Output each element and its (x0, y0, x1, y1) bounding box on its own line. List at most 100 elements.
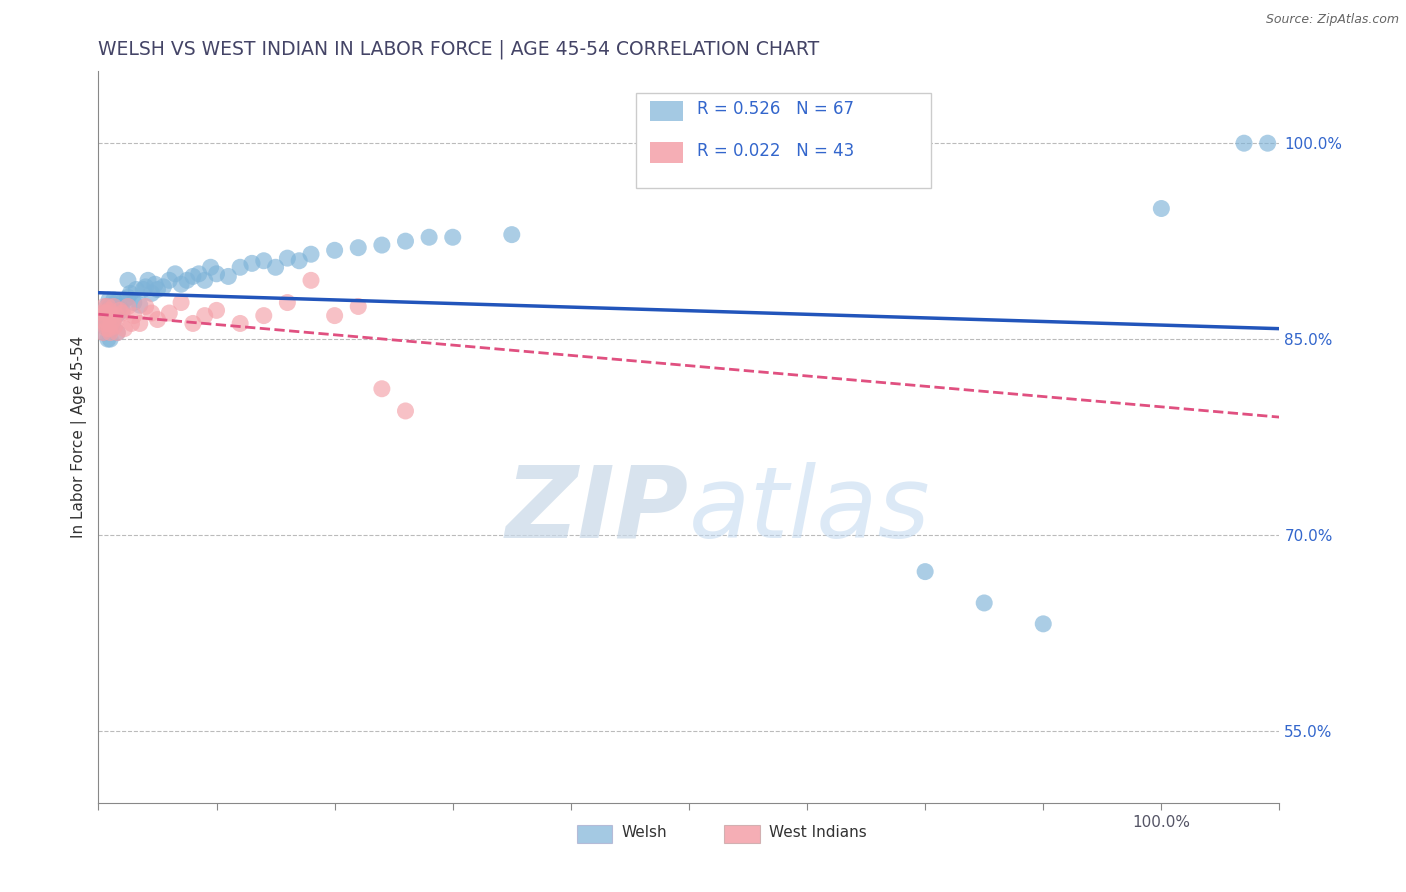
Point (98, 321, 121, 335)
Point (146, 283, 169, 297)
Point (276, 251, 298, 265)
Point (347, 241, 370, 255)
Point (152, 280, 174, 294)
Point (93, 312, 115, 326)
Point (96, 300, 118, 314)
Point (97, 317, 120, 331)
Point (914, 565, 936, 579)
Point (187, 267, 209, 281)
FancyBboxPatch shape (636, 94, 931, 188)
Point (96, 312, 118, 326)
Point (94, 306, 117, 320)
Point (111, 303, 134, 318)
Point (98, 303, 121, 318)
Point (371, 238, 394, 252)
Point (122, 295, 145, 310)
Point (112, 321, 135, 335)
Point (98, 300, 121, 314)
Point (97, 312, 120, 326)
Point (141, 286, 163, 301)
Point (253, 253, 276, 268)
Point (146, 312, 169, 326)
Point (98, 293, 121, 307)
Point (103, 293, 125, 307)
Point (128, 317, 150, 331)
Point (240, 256, 263, 270)
Point (394, 404, 416, 418)
Point (93, 300, 115, 314)
Point (100, 321, 122, 335)
Y-axis label: In Labor Force | Age 45-54: In Labor Force | Age 45-54 (72, 336, 87, 538)
Bar (650, 143, 683, 163)
Point (288, 253, 311, 268)
Point (128, 298, 150, 312)
Point (194, 273, 217, 287)
Point (121, 317, 143, 331)
Point (229, 317, 252, 331)
Point (104, 300, 127, 314)
Point (97, 300, 120, 314)
Point (93, 306, 115, 320)
Point (103, 306, 125, 320)
Point (181, 269, 204, 284)
Point (176, 273, 198, 287)
Point (98, 309, 121, 323)
Point (371, 382, 394, 396)
Point (143, 277, 166, 292)
Point (501, 227, 523, 242)
Point (117, 300, 139, 314)
Point (108, 300, 131, 314)
Point (135, 280, 157, 294)
Point (973, 596, 995, 610)
Point (1150, 202, 1173, 216)
Point (105, 295, 128, 310)
Point (276, 295, 298, 310)
Point (93, 319, 115, 334)
Point (98, 332, 121, 346)
Point (122, 309, 145, 323)
Text: Source: ZipAtlas.com: Source: ZipAtlas.com (1265, 13, 1399, 27)
Text: WELSH VS WEST INDIAN IN LABOR FORCE | AGE 45-54 CORRELATION CHART: WELSH VS WEST INDIAN IN LABOR FORCE | AG… (98, 39, 820, 59)
Point (229, 260, 252, 275)
Point (1257, 136, 1279, 151)
Point (97, 332, 120, 346)
Point (170, 277, 193, 292)
Point (205, 303, 228, 318)
Point (111, 306, 134, 320)
Point (253, 309, 276, 323)
Text: West Indians: West Indians (769, 824, 868, 839)
Point (105, 309, 128, 323)
Point (299, 247, 322, 261)
Point (264, 260, 287, 275)
Text: R = 0.526   N = 67: R = 0.526 N = 67 (697, 101, 855, 119)
Text: ZIP: ZIP (506, 462, 689, 558)
Point (105, 309, 128, 323)
Point (91, 306, 114, 320)
Point (165, 267, 187, 281)
Point (98, 326, 121, 340)
Point (108, 303, 131, 318)
Point (117, 273, 139, 287)
Point (117, 290, 139, 304)
Bar (576, 825, 612, 843)
Point (101, 317, 124, 331)
Point (120, 286, 142, 301)
Point (418, 230, 440, 244)
Point (1032, 616, 1054, 631)
Point (125, 283, 148, 297)
Bar (724, 825, 759, 843)
Text: atlas: atlas (689, 462, 931, 558)
Point (103, 300, 125, 314)
Point (96, 306, 118, 320)
Point (217, 269, 239, 284)
Point (105, 326, 128, 340)
Point (105, 326, 128, 340)
Point (205, 267, 228, 281)
Text: R = 0.022   N = 43: R = 0.022 N = 43 (697, 142, 855, 160)
Point (1233, 136, 1256, 151)
Point (98, 319, 121, 334)
Text: Welsh: Welsh (621, 824, 668, 839)
Point (96, 321, 118, 335)
Point (394, 234, 416, 248)
Point (441, 230, 464, 244)
